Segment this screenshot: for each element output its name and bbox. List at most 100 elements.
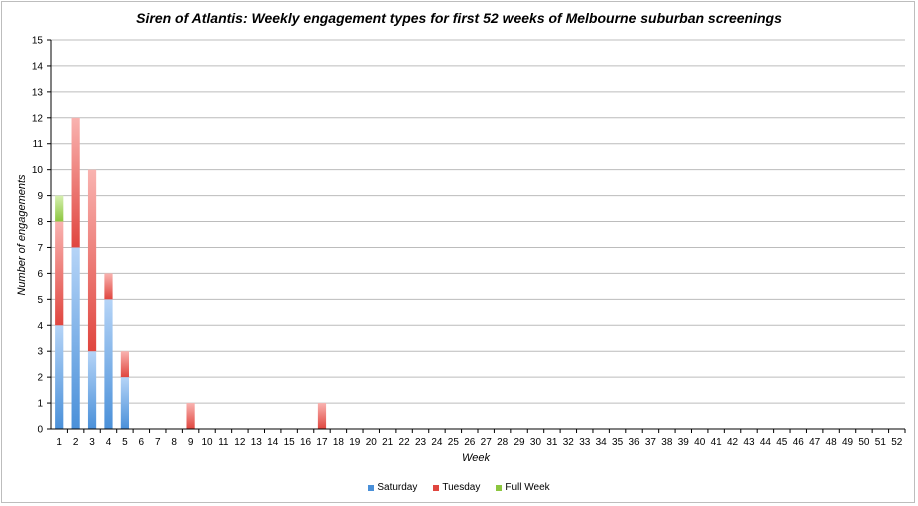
x-tick-label: 43 bbox=[743, 437, 755, 448]
x-tick-label: 2 bbox=[73, 437, 79, 448]
legend-swatch bbox=[496, 484, 503, 491]
x-tick-label: 40 bbox=[694, 437, 706, 448]
x-tick-label: 30 bbox=[530, 437, 542, 448]
x-axis-label: Week bbox=[462, 452, 490, 464]
y-tick-label: 5 bbox=[37, 295, 43, 306]
x-tick-label: 16 bbox=[300, 437, 312, 448]
bar-saturday-week-1 bbox=[55, 325, 64, 429]
y-tick-label: 7 bbox=[37, 243, 43, 254]
legend-item-tuesday: Tuesday bbox=[433, 482, 480, 493]
legend-swatch bbox=[433, 484, 440, 491]
legend-label: Tuesday bbox=[442, 482, 481, 493]
x-tick-label: 32 bbox=[563, 437, 575, 448]
bar-saturday-week-3 bbox=[87, 351, 97, 429]
x-tick-label: 28 bbox=[497, 437, 509, 448]
bar-full-week-week-1 bbox=[55, 195, 64, 222]
x-tick-label: 20 bbox=[366, 437, 378, 448]
x-tick-label: 37 bbox=[645, 437, 657, 448]
y-tick-label: 12 bbox=[32, 113, 44, 124]
x-tick-label: 36 bbox=[628, 437, 640, 448]
x-tick-label: 50 bbox=[858, 437, 870, 448]
x-tick-label: 7 bbox=[155, 437, 161, 448]
x-tick-label: 4 bbox=[106, 437, 112, 448]
x-tick-label: 38 bbox=[661, 437, 673, 448]
y-axis-label: Number of engagements bbox=[16, 174, 28, 296]
x-tick-label: 29 bbox=[513, 437, 525, 448]
y-tick-label: 1 bbox=[37, 399, 43, 410]
x-tick-label: 8 bbox=[171, 437, 177, 448]
bars bbox=[55, 117, 327, 429]
x-tick-label: 22 bbox=[399, 437, 411, 448]
x-tick-label: 46 bbox=[793, 437, 805, 448]
x-tick-label: 25 bbox=[448, 437, 460, 448]
x-tick-label: 1 bbox=[56, 437, 62, 448]
x-tick-label: 27 bbox=[481, 437, 493, 448]
gridlines bbox=[51, 39, 905, 404]
y-tick-label: 10 bbox=[32, 165, 44, 176]
bar-tuesday-week-5 bbox=[120, 351, 130, 378]
bar-tuesday-week-4 bbox=[104, 273, 113, 300]
x-tick-label: 44 bbox=[760, 437, 772, 448]
y-tick-label: 3 bbox=[37, 347, 43, 358]
x-tick-label: 12 bbox=[234, 437, 246, 448]
x-tick-label: 26 bbox=[464, 437, 476, 448]
legend-label: Saturday bbox=[377, 482, 418, 493]
bar-tuesday-week-1 bbox=[55, 221, 64, 326]
legend-swatch bbox=[368, 484, 375, 491]
x-tick-label: 42 bbox=[727, 437, 739, 448]
axes bbox=[47, 39, 906, 433]
chart-title: Siren of Atlantis: Weekly engagement typ… bbox=[136, 10, 782, 26]
x-tick-label: 34 bbox=[596, 437, 608, 448]
x-tick-label: 24 bbox=[431, 437, 443, 448]
x-tick-label: 6 bbox=[139, 437, 145, 448]
x-tick-label: 39 bbox=[678, 437, 690, 448]
x-tick-label: 47 bbox=[809, 437, 821, 448]
y-tick-label: 15 bbox=[32, 36, 44, 47]
x-tick-label: 9 bbox=[188, 437, 194, 448]
x-tick-label: 14 bbox=[267, 437, 279, 448]
bar-saturday-week-4 bbox=[104, 299, 113, 429]
x-tick-label: 17 bbox=[316, 437, 328, 448]
bar-tuesday-week-2 bbox=[71, 117, 80, 248]
x-tick-label: 13 bbox=[251, 437, 263, 448]
x-tick-label: 31 bbox=[546, 437, 558, 448]
x-tick-label: 33 bbox=[579, 437, 591, 448]
x-tick-label: 3 bbox=[89, 437, 95, 448]
y-tick-label: 9 bbox=[37, 191, 43, 202]
y-tick-label: 2 bbox=[37, 373, 43, 384]
y-tick-label: 13 bbox=[32, 87, 44, 98]
bar-tuesday-week-17 bbox=[317, 403, 327, 429]
x-tick-label: 51 bbox=[875, 437, 887, 448]
legend-item-full-week: Full Week bbox=[496, 482, 550, 493]
legend-item-saturday: Saturday bbox=[368, 482, 417, 493]
y-tick-label: 14 bbox=[32, 61, 44, 72]
y-tick-label: 0 bbox=[37, 425, 43, 436]
legend: Saturday Tuesday Full Week bbox=[0, 482, 918, 493]
x-tick-label: 48 bbox=[826, 437, 838, 448]
bar-tuesday-week-9 bbox=[186, 403, 195, 429]
y-tick-label: 4 bbox=[37, 321, 43, 332]
x-tick-label: 10 bbox=[201, 437, 213, 448]
x-tick-label: 18 bbox=[333, 437, 345, 448]
x-tick-label: 5 bbox=[122, 437, 128, 448]
x-tick-label: 45 bbox=[776, 437, 788, 448]
x-tick-label: 11 bbox=[218, 437, 229, 448]
bar-saturday-week-5 bbox=[120, 377, 130, 429]
bar-tuesday-week-3 bbox=[87, 169, 97, 352]
x-tick-label: 23 bbox=[415, 437, 427, 448]
x-tick-label: 21 bbox=[382, 437, 394, 448]
x-tick-label: 52 bbox=[891, 437, 903, 448]
x-tick-label: 35 bbox=[612, 437, 624, 448]
x-tick-label: 41 bbox=[711, 437, 723, 448]
x-tick-label: 49 bbox=[842, 437, 854, 448]
y-tick-label: 6 bbox=[37, 269, 43, 280]
y-tick-label: 11 bbox=[33, 139, 44, 150]
x-tick-label: 19 bbox=[349, 437, 361, 448]
y-tick-label: 8 bbox=[37, 217, 43, 228]
x-tick-label: 15 bbox=[284, 437, 296, 448]
bar-saturday-week-2 bbox=[71, 247, 80, 429]
legend-label: Full Week bbox=[505, 482, 550, 493]
